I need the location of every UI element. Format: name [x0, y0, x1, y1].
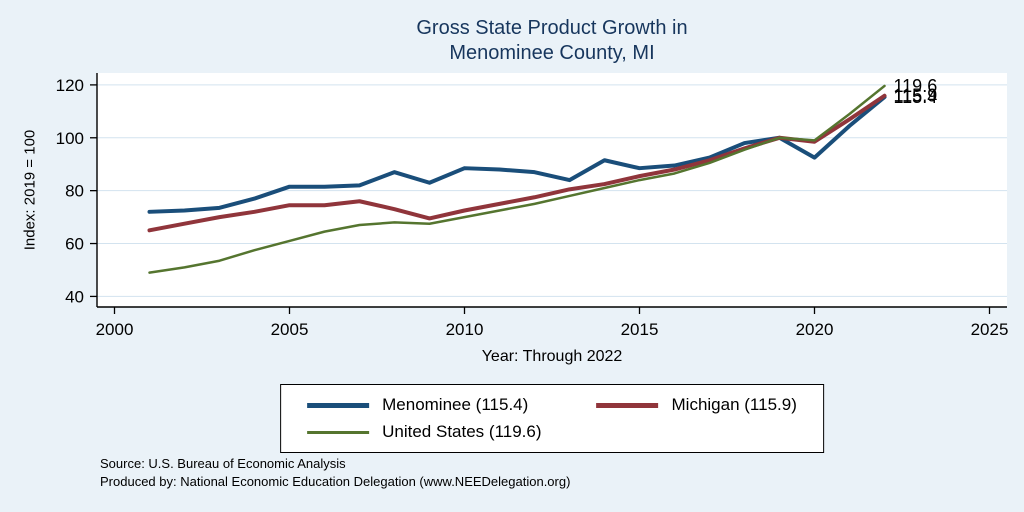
legend-swatch-menominee	[307, 402, 370, 408]
legend-item-menominee: Menominee (115.4)	[307, 395, 541, 415]
chart-title-line2: Menominee County, MI	[449, 42, 655, 64]
y-tick-label: 40	[65, 287, 84, 306]
y-tick-label: 60	[65, 235, 84, 254]
legend-label-united-states: United States (119.6)	[382, 422, 542, 441]
produced-by-note: Produced by: National Economic Education…	[100, 473, 571, 489]
legend-swatch-united-states	[307, 430, 370, 434]
end-label-menominee: 115.4	[894, 87, 938, 107]
y-tick-label: 120	[56, 76, 84, 95]
x-tick-label: 2000	[96, 320, 134, 339]
end-label-michigan: 115.9	[894, 86, 938, 106]
legend-swatch-michigan	[596, 402, 659, 408]
end-label-united-states: 119.6	[894, 76, 938, 96]
chart-title: Gross State Product Growth in Menominee …	[97, 16, 1007, 66]
series-line-united-states	[148, 84, 886, 274]
chart-legend: Menominee (115.4) Michigan (115.9) Unite…	[280, 384, 824, 453]
legend-item-united-states: United States (119.6)	[307, 422, 542, 442]
chart-footer: Source: U.S. Bureau of Economic Analysis…	[100, 455, 570, 490]
chart-title-line1: Gross State Product Growth in	[416, 17, 688, 39]
series-line-menominee	[147, 95, 887, 214]
legend-label-menominee: Menominee (115.4)	[382, 395, 529, 414]
y-tick-label: 100	[56, 129, 84, 148]
gsp-line-chart: 40 60 80 100 120 2000 2005 2010 2015 2020 2025 119.…	[56, 73, 1009, 339]
x-axis-label: Year: Through 2022	[481, 348, 623, 365]
x-tick-label: 2025	[971, 320, 1009, 339]
legend-item-michigan: Michigan (115.9)	[596, 395, 797, 415]
x-tick-label: 2015	[621, 320, 659, 339]
plot-background	[97, 73, 1007, 307]
source-note: Source: U.S. Bureau of Economic Analysis	[100, 456, 346, 471]
x-tick-label: 2020	[796, 320, 834, 339]
x-tick-label: 2005	[271, 320, 309, 339]
y-tick-label: 80	[65, 182, 84, 201]
legend-label-michigan: Michigan (115.9)	[671, 395, 797, 414]
x-tick-label: 2010	[446, 320, 484, 339]
